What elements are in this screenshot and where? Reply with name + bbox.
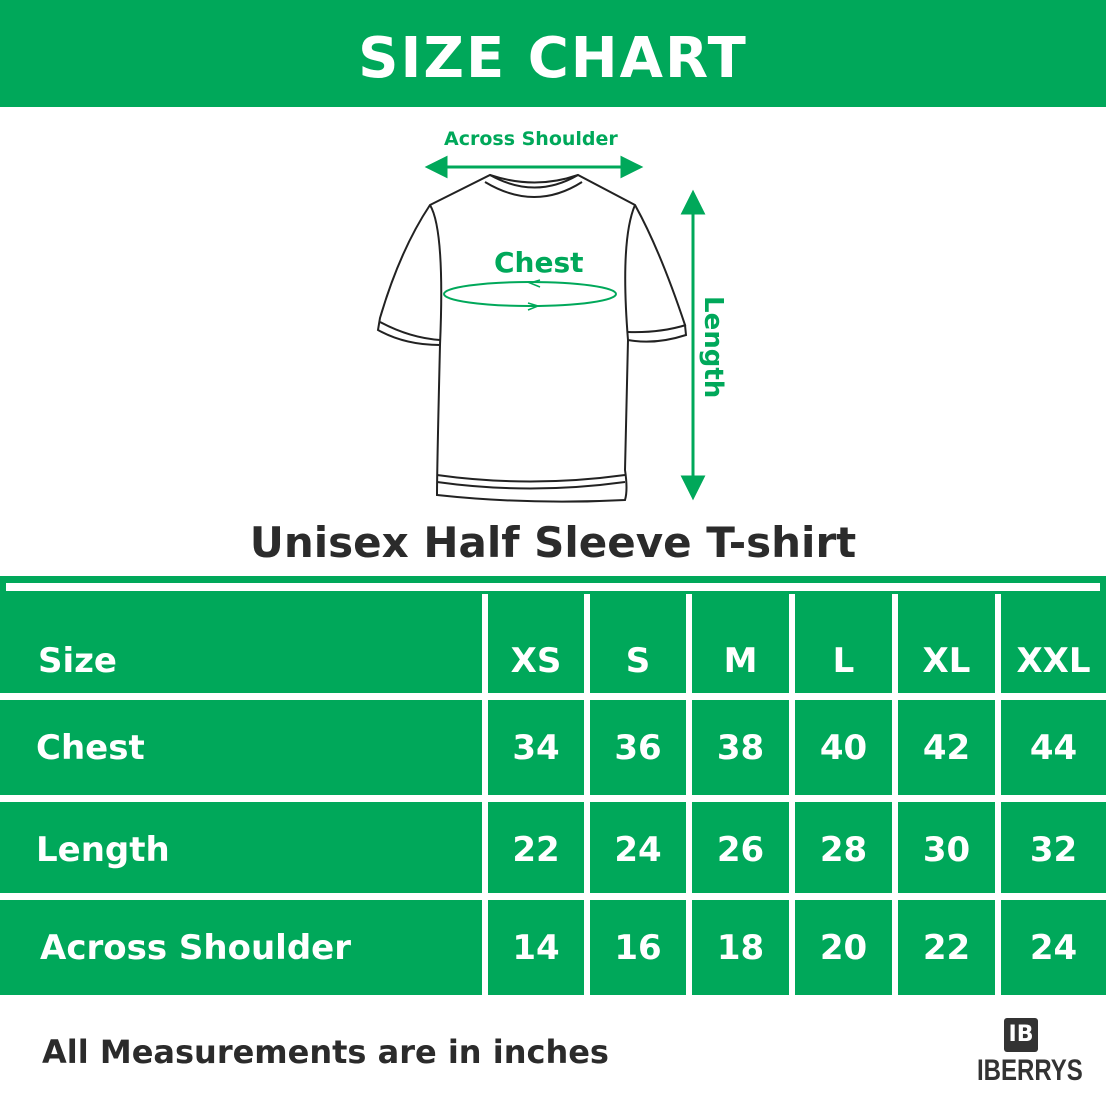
size-table: Size XS S M L XL XXL Chest 34 36 38 40 42 44 Le…	[0, 576, 1106, 1002]
header-m: M	[723, 641, 758, 681]
size-value: 20	[819, 927, 868, 968]
iberrys-logo: IB IBERRYS	[966, 1018, 1083, 1088]
size-value: 40	[819, 727, 868, 768]
header-xl: XL	[922, 641, 971, 681]
size-value: 30	[922, 829, 971, 870]
header-size: Size	[38, 641, 117, 681]
size-value: 36	[614, 727, 662, 768]
size-value: 18	[716, 927, 765, 968]
measurement-note: All Measurements are in inches	[42, 1033, 609, 1071]
size-value: 24	[1029, 927, 1078, 968]
tshirt-diagram	[376, 155, 706, 503]
size-value: 34	[512, 727, 560, 768]
row-label: Length	[36, 829, 170, 870]
header-xxl: XXL	[1016, 641, 1091, 681]
size-value: 42	[922, 727, 971, 768]
size-value: 26	[716, 829, 765, 870]
row-label: Across Shoulder	[40, 927, 351, 968]
size-value: 38	[716, 727, 765, 768]
header-l: L	[832, 641, 855, 681]
size-value: 24	[614, 829, 662, 870]
size-value: 32	[1029, 829, 1078, 870]
size-chart-title: SIZE CHART	[0, 0, 1106, 107]
length-label: Length	[698, 296, 728, 399]
chest-label: Chest	[494, 246, 584, 279]
size-value: 22	[922, 927, 971, 968]
across-shoulder-label: Across Shoulder	[444, 128, 618, 150]
logo-mark: IB	[1004, 1018, 1038, 1052]
header-s: S	[625, 641, 651, 681]
size-value: 16	[614, 927, 662, 968]
size-value: 28	[819, 829, 868, 870]
row-label: Chest	[36, 727, 145, 768]
logo-name: IBERRYS	[977, 1054, 1083, 1087]
size-value: 22	[512, 829, 560, 870]
product-subtitle: Unisex Half Sleeve T-shirt	[249, 518, 857, 567]
header-xs: XS	[510, 641, 562, 681]
size-value: 44	[1029, 727, 1078, 768]
size-value: 14	[512, 927, 560, 968]
